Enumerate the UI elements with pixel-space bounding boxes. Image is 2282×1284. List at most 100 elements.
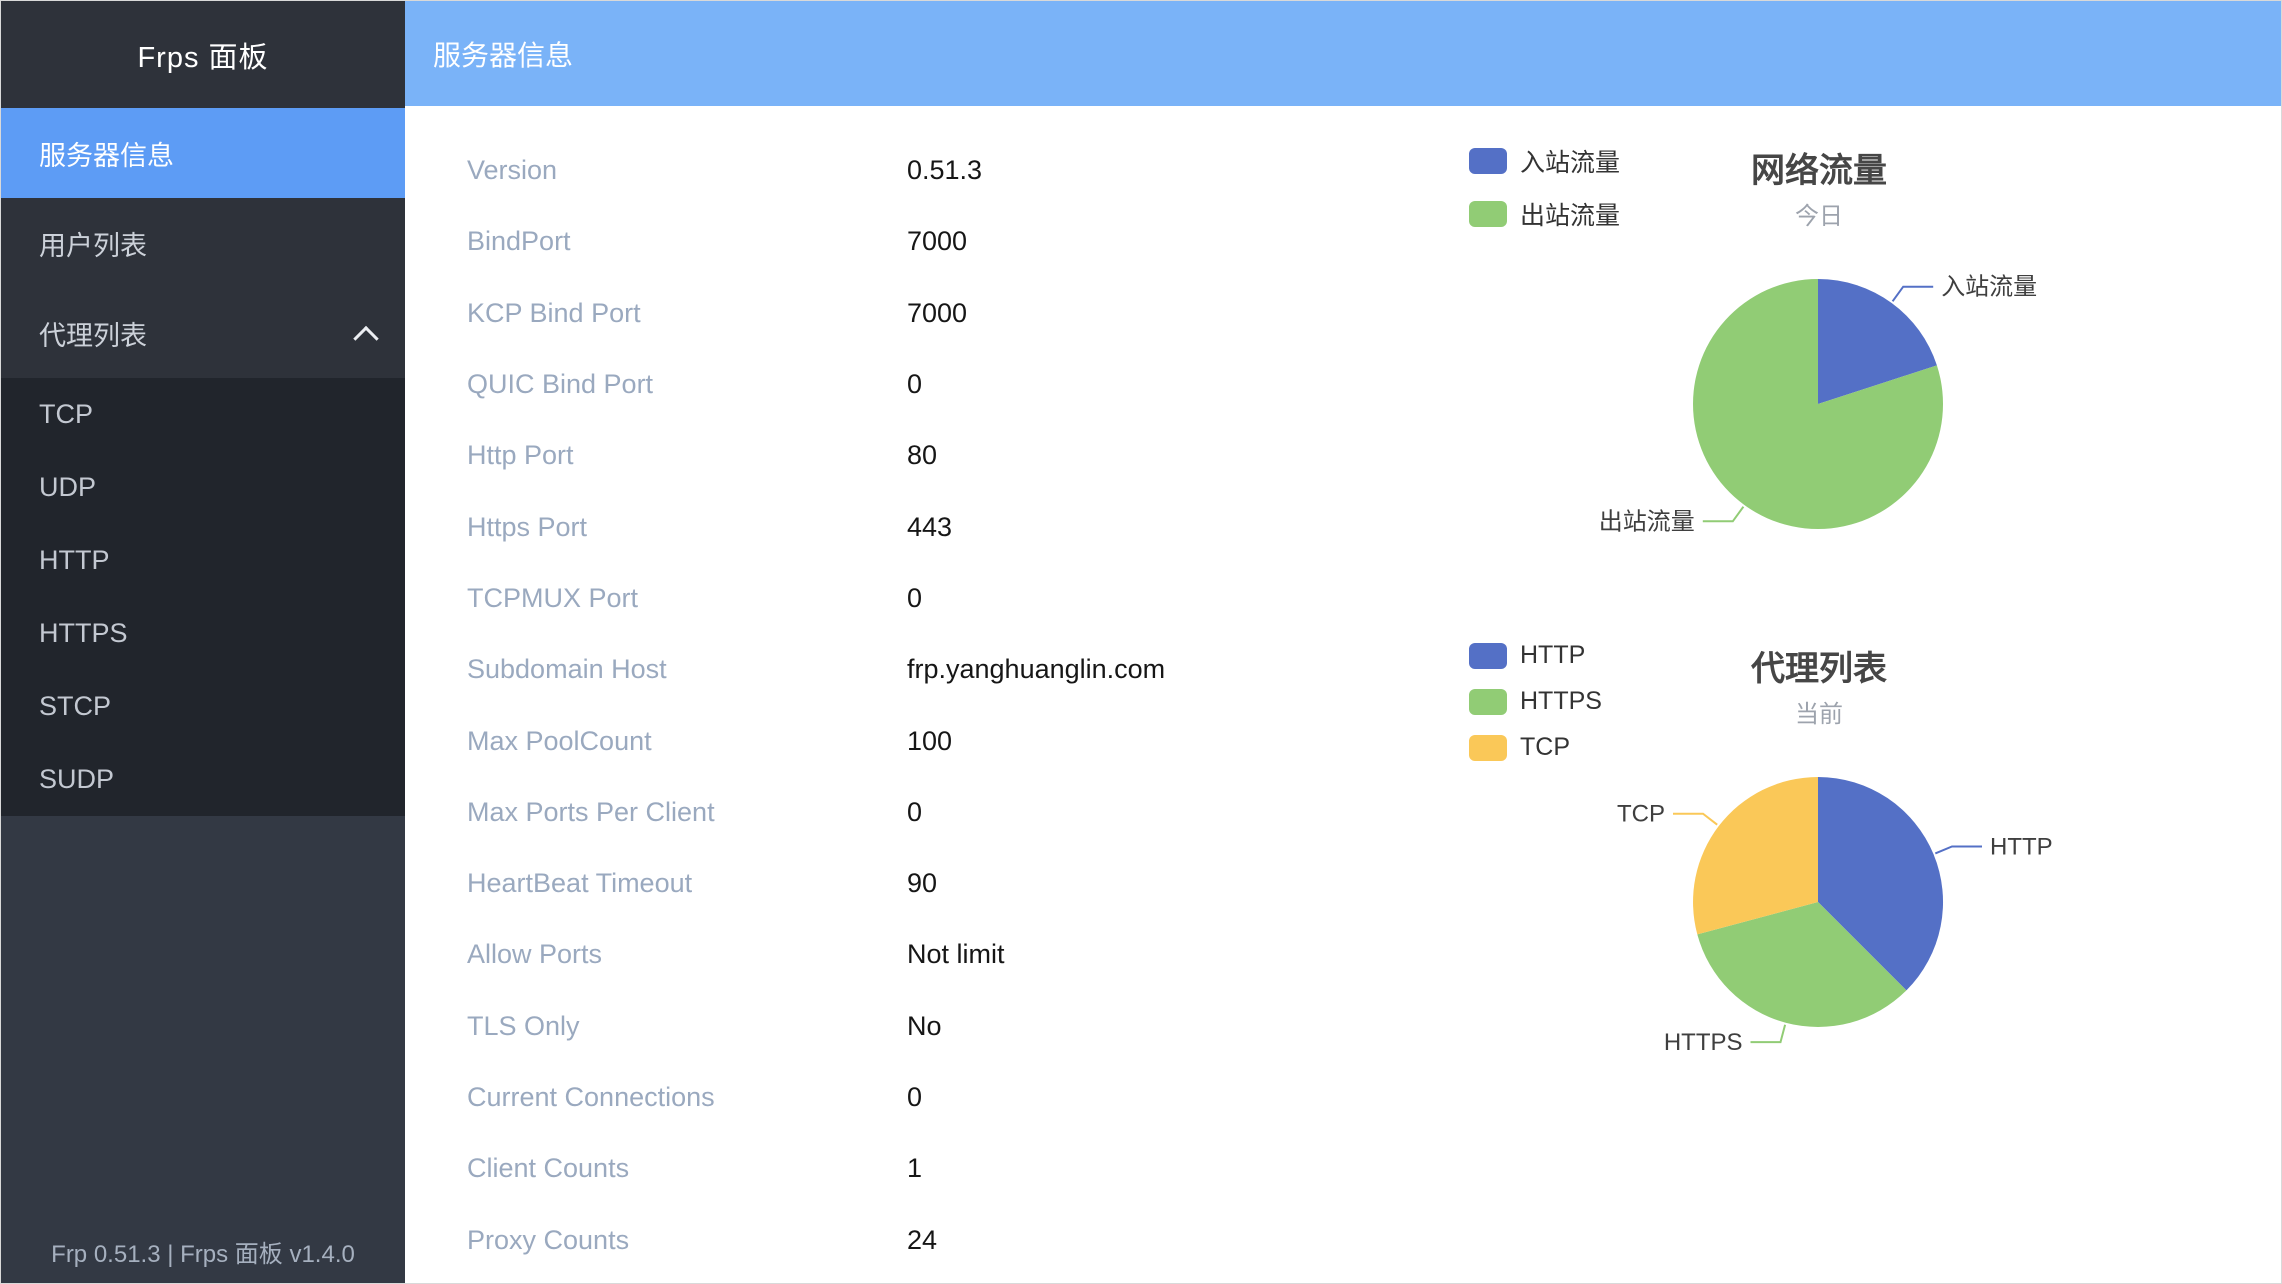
pie-slice-出站流量[interactable] bbox=[1693, 279, 1944, 529]
server-info-row: Https Port 443 bbox=[467, 491, 1427, 562]
sidebar-subitem-http[interactable]: HTTP bbox=[39, 545, 110, 575]
server-info-row: Max Ports Per Client 0 bbox=[467, 777, 1427, 848]
pie-slice-入站流量[interactable] bbox=[1818, 279, 1937, 404]
server-info-row: TCPMUX Port 0 bbox=[467, 563, 1427, 634]
info-label: Current Connections bbox=[467, 1082, 715, 1112]
legend-label: HTTP bbox=[1520, 641, 1586, 669]
legend-swatch bbox=[1469, 148, 1507, 174]
info-value: 0.51.3 bbox=[907, 155, 983, 186]
legend-label: TCP bbox=[1520, 733, 1570, 761]
server-info-row: Proxy Counts 24 bbox=[467, 1204, 1427, 1275]
legend-swatch bbox=[1469, 734, 1507, 761]
info-value: 0 bbox=[907, 796, 923, 827]
chart-legend: 入站流量 出站流量 bbox=[1469, 143, 1620, 232]
info-label: HeartBeat Timeout bbox=[467, 868, 693, 899]
pie-slice-TCP[interactable] bbox=[1693, 777, 1818, 935]
info-label: Max Ports Per Client bbox=[467, 796, 715, 827]
sidebar-subitem-sudp[interactable]: SUDP bbox=[39, 764, 115, 794]
server-info-row: Version 0.51.3 bbox=[467, 135, 1427, 206]
pie-label-line bbox=[1891, 285, 1934, 302]
app-title: Frps 面板 bbox=[1, 1, 405, 108]
legend-item-TCP[interactable]: TCP bbox=[1469, 733, 1602, 762]
info-value: 443 bbox=[907, 511, 953, 542]
server-info-row: HeartBeat Timeout 90 bbox=[467, 848, 1427, 919]
pie-chart-2[interactable]: HTTP HTTPS TCP bbox=[1441, 584, 2241, 1104]
info-label: Http Port bbox=[467, 440, 574, 471]
legend-item-HTTPS[interactable]: HTTPS bbox=[1469, 687, 1602, 716]
info-value: No bbox=[907, 1010, 942, 1041]
info-label: QUIC Bind Port bbox=[467, 369, 654, 400]
info-label: Client Counts bbox=[467, 1153, 630, 1184]
info-value: Not limit bbox=[907, 939, 1005, 970]
pie-label-line bbox=[1673, 812, 1718, 826]
chart-proxy-list: HTTP HTTPS TCP 代理列表 当前 HTTP HTTPS TCP bbox=[1441, 584, 2241, 1104]
sidebar-item-server-info[interactable]: 服务器信息 bbox=[1, 108, 405, 198]
pie-label-line bbox=[1750, 1024, 1787, 1044]
info-label: TLS Only bbox=[467, 1010, 580, 1041]
legend-label: HTTPS bbox=[1520, 687, 1602, 715]
info-value: 7000 bbox=[907, 297, 968, 328]
chart-title: 网络流量 bbox=[1751, 152, 1887, 190]
chevron-up-icon bbox=[353, 325, 379, 352]
server-info-row: Subdomain Host frp.yanghuanglin.com bbox=[467, 634, 1427, 705]
server-info-row: Http Port 80 bbox=[467, 420, 1427, 491]
sidebar-subitem-https[interactable]: HTTPS bbox=[39, 618, 128, 648]
info-value: 0 bbox=[907, 582, 923, 613]
server-info-row: BindPort 7000 bbox=[467, 206, 1427, 277]
server-info-list: Version 0.51.3 BindPort 7000 KCP Bind Port 70… bbox=[467, 135, 1427, 1276]
sidebar: Frps 面板 服务器信息 用户列表 代理列表 TCP UDP HTTP HTT… bbox=[1, 1, 405, 1283]
sidebar-item-label: 服务器信息 bbox=[39, 140, 174, 171]
legend-swatch bbox=[1469, 201, 1507, 227]
server-info-row: TLS Only No bbox=[467, 991, 1427, 1062]
info-label: Version bbox=[467, 155, 558, 186]
server-info-row: KCP Bind Port 7000 bbox=[467, 278, 1427, 349]
sidebar-menu: 服务器信息 用户列表 代理列表 TCP UDP HTTP HTTPS STCP … bbox=[1, 108, 405, 816]
legend-item-出站流量[interactable]: 出站流量 bbox=[1469, 196, 1620, 232]
proxy-submenu: TCP UDP HTTP HTTPS STCP SUDP bbox=[1, 378, 405, 816]
pie-slice-HTTPS[interactable] bbox=[1697, 902, 1907, 1027]
info-label: Https Port bbox=[467, 511, 588, 542]
server-info-row: Client Counts 1 bbox=[467, 1133, 1427, 1204]
info-label: Max PoolCount bbox=[467, 725, 652, 756]
chart-network-traffic: 入站流量 出站流量 网络流量 今日 入站流量 出站流量 bbox=[1441, 86, 2241, 606]
info-label: BindPort bbox=[467, 226, 571, 257]
info-label: Allow Ports bbox=[467, 939, 603, 970]
info-label: Proxy Counts bbox=[467, 1224, 630, 1255]
info-value: 90 bbox=[907, 868, 938, 899]
info-value: frp.yanghuanglin.com bbox=[907, 654, 1166, 685]
info-value: 100 bbox=[907, 725, 953, 756]
chart-subtitle: 当前 bbox=[1795, 701, 1843, 728]
sidebar-subitem-tcp[interactable]: TCP bbox=[39, 399, 93, 429]
sidebar-item-user-list[interactable]: 用户列表 bbox=[1, 198, 405, 288]
sidebar-footer-version: Frp 0.51.3 | Frps 面板 v1.4.0 bbox=[51, 1241, 355, 1268]
sidebar-item-proxy-list[interactable]: 代理列表 bbox=[1, 288, 405, 378]
server-info-row: Current Connections 0 bbox=[467, 1062, 1427, 1133]
sidebar-item-label: 用户列表 bbox=[39, 230, 147, 261]
legend-swatch bbox=[1469, 642, 1507, 669]
pie-slice-HTTP[interactable] bbox=[1818, 777, 1944, 991]
info-value: 0 bbox=[907, 1082, 923, 1112]
sidebar-subitem-stcp[interactable]: STCP bbox=[39, 691, 112, 721]
page-header: 服务器信息 bbox=[405, 1, 2281, 106]
pie-label: 出站流量 bbox=[1599, 508, 1695, 535]
page-title: 服务器信息 bbox=[433, 39, 574, 71]
pie-label: HTTP bbox=[1990, 834, 2053, 861]
pie-label-line bbox=[1934, 845, 1982, 855]
pie-label: HTTPS bbox=[1664, 1029, 1743, 1056]
server-info-row: QUIC Bind Port 0 bbox=[467, 349, 1427, 420]
info-value: 0 bbox=[907, 369, 923, 400]
pie-label: 入站流量 bbox=[1941, 274, 2037, 301]
info-value: 7000 bbox=[907, 226, 968, 257]
info-value: 1 bbox=[907, 1153, 923, 1184]
legend-item-入站流量[interactable]: 入站流量 bbox=[1469, 143, 1620, 179]
legend-swatch bbox=[1469, 688, 1507, 715]
pie-label-line bbox=[1702, 506, 1745, 523]
server-info-row: Allow Ports Not limit bbox=[467, 919, 1427, 990]
sidebar-subitem-udp[interactable]: UDP bbox=[39, 472, 97, 502]
info-value: 24 bbox=[907, 1224, 938, 1255]
info-value: 80 bbox=[907, 440, 938, 471]
legend-item-HTTP[interactable]: HTTP bbox=[1469, 641, 1602, 670]
chart-subtitle: 今日 bbox=[1795, 203, 1843, 230]
